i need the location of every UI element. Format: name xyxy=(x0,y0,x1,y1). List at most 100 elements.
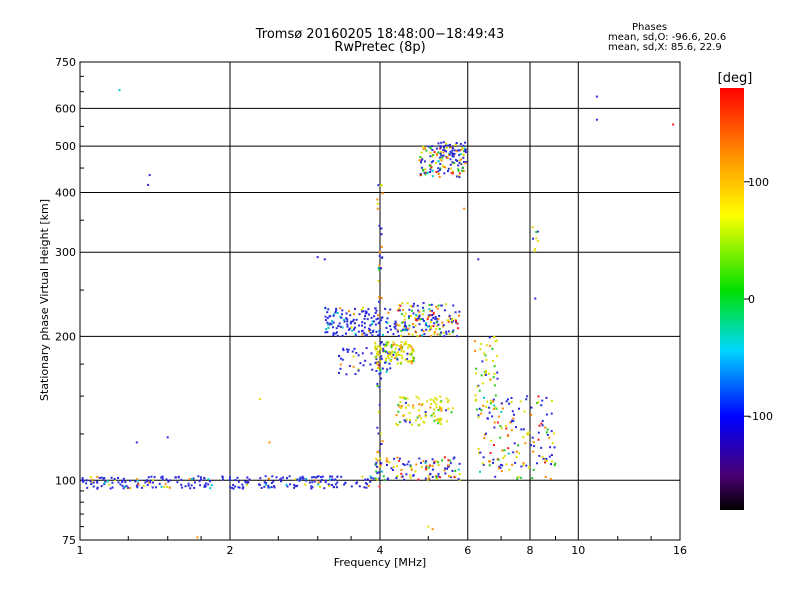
data-point xyxy=(406,302,409,305)
data-point xyxy=(288,475,291,478)
data-point xyxy=(413,302,415,305)
data-point xyxy=(437,173,440,176)
data-point xyxy=(457,327,460,330)
data-point xyxy=(489,378,492,381)
data-point xyxy=(263,485,266,488)
data-point xyxy=(426,172,429,175)
data-point xyxy=(241,487,244,490)
data-point xyxy=(245,481,247,484)
data-point xyxy=(420,166,423,169)
data-point xyxy=(435,476,438,479)
data-point xyxy=(453,456,456,459)
data-point xyxy=(420,403,423,406)
data-point xyxy=(403,419,406,422)
data-point xyxy=(495,339,498,342)
data-point xyxy=(451,162,454,165)
data-point xyxy=(299,478,302,481)
data-point xyxy=(335,309,338,312)
data-point xyxy=(379,342,382,345)
data-point xyxy=(348,327,351,330)
data-point xyxy=(392,333,395,336)
data-point xyxy=(414,317,417,320)
data-point xyxy=(375,330,378,333)
data-point xyxy=(398,324,401,327)
data-point xyxy=(399,421,401,424)
data-point xyxy=(536,462,538,465)
data-point xyxy=(513,413,515,416)
data-point xyxy=(375,356,377,359)
data-point xyxy=(541,455,544,458)
data-point xyxy=(485,359,488,361)
data-point xyxy=(110,476,113,479)
data-point xyxy=(534,248,537,250)
data-point xyxy=(365,486,368,489)
data-point xyxy=(326,321,329,324)
y-tick-label: 200 xyxy=(55,330,76,343)
data-point xyxy=(439,476,441,479)
data-point xyxy=(545,459,548,462)
data-point xyxy=(445,332,448,335)
data-point xyxy=(85,479,88,482)
data-point xyxy=(488,464,491,467)
data-point xyxy=(400,350,403,353)
data-point xyxy=(425,466,428,469)
data-point xyxy=(416,335,419,338)
data-point xyxy=(462,166,464,169)
data-point xyxy=(398,348,401,351)
data-point xyxy=(522,464,525,466)
data-point xyxy=(345,312,348,315)
data-point xyxy=(412,404,414,407)
data-point xyxy=(161,478,164,481)
data-point xyxy=(376,198,379,201)
data-point xyxy=(203,484,206,487)
data-point xyxy=(533,445,536,448)
data-point xyxy=(430,318,433,321)
data-point xyxy=(336,331,338,334)
data-point xyxy=(205,482,208,485)
data-point xyxy=(161,476,164,479)
data-point xyxy=(348,310,350,313)
data-point xyxy=(376,353,379,355)
data-point xyxy=(400,348,403,350)
data-point xyxy=(320,476,322,479)
data-point xyxy=(440,407,443,410)
data-point xyxy=(546,428,549,431)
data-point xyxy=(234,479,237,482)
data-point xyxy=(550,430,553,433)
data-point xyxy=(377,367,379,369)
data-point xyxy=(329,315,332,318)
data-point xyxy=(400,405,403,407)
data-point xyxy=(381,440,384,443)
data-point xyxy=(203,485,206,488)
data-point xyxy=(449,167,452,170)
data-point xyxy=(406,352,409,355)
data-point xyxy=(505,424,507,427)
data-point xyxy=(339,357,342,360)
data-point xyxy=(485,344,488,347)
data-point xyxy=(294,478,297,481)
data-point xyxy=(595,118,598,121)
data-point xyxy=(259,397,262,400)
data-point xyxy=(485,370,487,373)
data-point xyxy=(331,478,334,481)
data-point xyxy=(531,477,534,480)
data-point xyxy=(328,478,331,481)
data-point xyxy=(364,334,367,337)
data-point xyxy=(397,351,399,354)
data-point xyxy=(451,317,454,320)
data-point xyxy=(492,407,495,410)
data-point xyxy=(427,325,430,328)
data-point xyxy=(484,371,487,374)
data-point xyxy=(415,395,418,398)
data-point xyxy=(357,368,360,371)
y-tick-label: 100 xyxy=(55,474,76,487)
data-point xyxy=(535,237,538,240)
data-point xyxy=(431,155,434,158)
data-point xyxy=(494,340,497,343)
data-point xyxy=(375,462,377,465)
data-point xyxy=(363,326,366,329)
data-point xyxy=(442,149,445,151)
data-point xyxy=(458,172,461,175)
data-point xyxy=(280,480,282,483)
data-point xyxy=(446,319,449,322)
